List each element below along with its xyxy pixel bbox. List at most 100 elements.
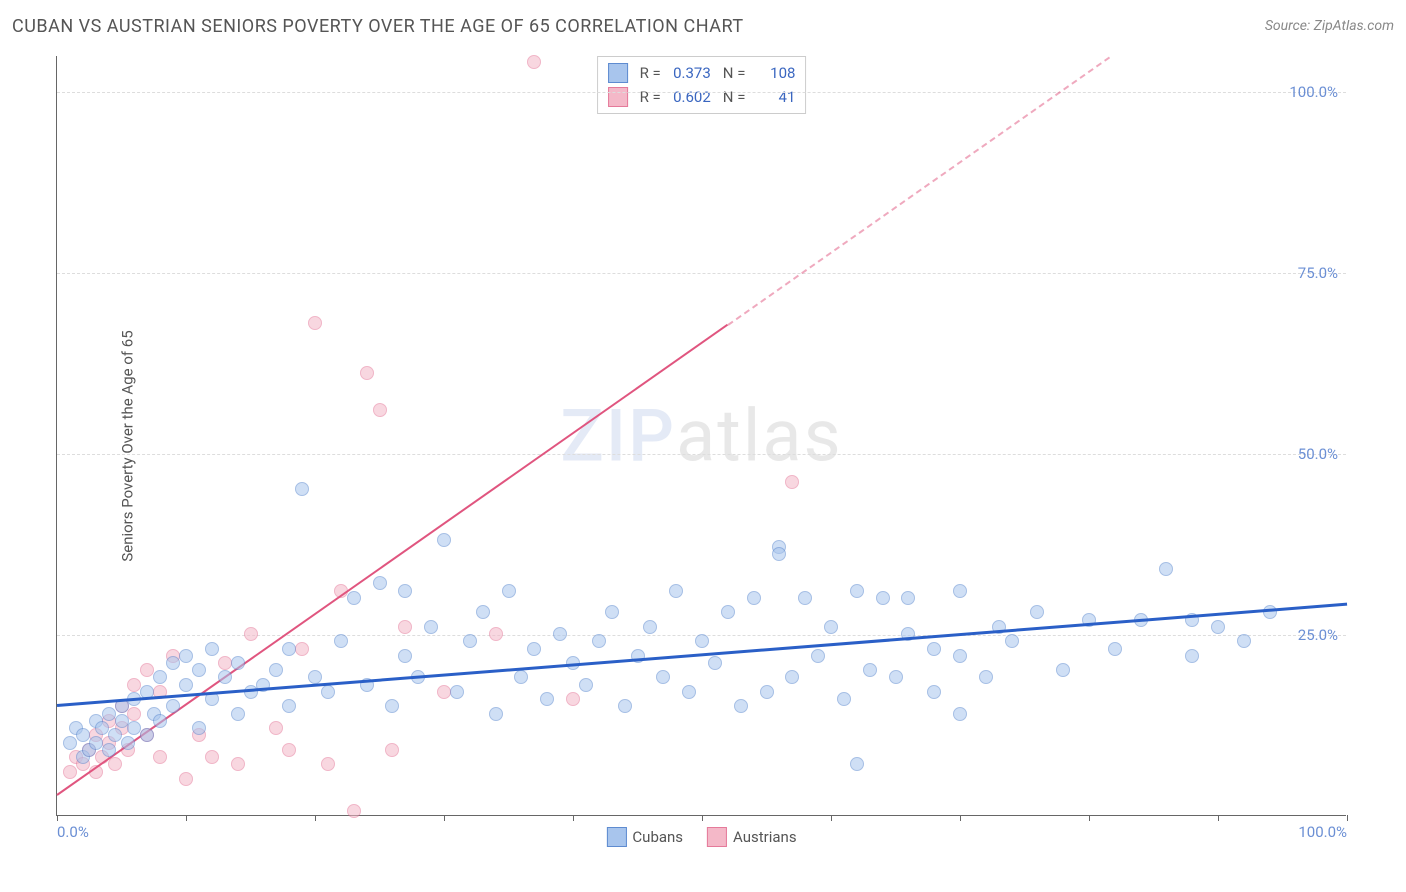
swatch-austrians: [608, 87, 628, 107]
scatter-point-cubans: [850, 584, 864, 598]
scatter-point-cubans: [514, 670, 528, 684]
scatter-point-cubans: [695, 634, 709, 648]
scatter-point-cubans: [1159, 562, 1173, 576]
scatter-point-cubans: [102, 743, 116, 757]
scatter-point-cubans: [102, 707, 116, 721]
r-value-cubans: 0.373: [667, 64, 711, 82]
scatter-point-austrians: [308, 316, 322, 330]
y-tick-label: 50.0%: [1298, 445, 1338, 463]
scatter-point-cubans: [708, 656, 722, 670]
scatter-point-austrians: [218, 656, 232, 670]
scatter-point-cubans: [656, 670, 670, 684]
scatter-point-cubans: [476, 605, 490, 619]
legend-item-cubans: Cubans: [606, 827, 683, 847]
scatter-point-cubans: [76, 728, 90, 742]
scatter-point-cubans: [811, 649, 825, 663]
scatter-point-cubans: [747, 591, 761, 605]
scatter-point-cubans: [669, 584, 683, 598]
scatter-point-cubans: [901, 591, 915, 605]
scatter-point-cubans: [95, 721, 109, 735]
stats-row-austrians: R = 0.602 N = 41: [608, 85, 796, 109]
trendline-cubans: [57, 602, 1347, 706]
scatter-point-cubans: [553, 627, 567, 641]
n-label: N =: [723, 64, 746, 82]
scatter-point-cubans: [231, 707, 245, 721]
scatter-point-austrians: [398, 620, 412, 634]
source-attribution: Source: ZipAtlas.com: [1265, 18, 1394, 34]
scatter-point-cubans: [579, 678, 593, 692]
scatter-point-austrians: [385, 743, 399, 757]
scatter-point-cubans: [1005, 634, 1019, 648]
y-tick-label: 100.0%: [1289, 83, 1338, 101]
scatter-point-austrians: [347, 804, 361, 818]
gridline-h: [57, 454, 1346, 455]
scatter-point-cubans: [244, 685, 258, 699]
scatter-point-cubans: [734, 699, 748, 713]
scatter-point-cubans: [772, 547, 786, 561]
scatter-point-cubans: [192, 663, 206, 677]
scatter-point-cubans: [837, 692, 851, 706]
scatter-point-cubans: [953, 707, 967, 721]
scatter-point-cubans: [927, 685, 941, 699]
x-tick: [186, 815, 187, 821]
plot-area: ZIPatlas R = 0.373 N = 108 R = 0.602 N =…: [56, 56, 1346, 816]
scatter-point-cubans: [450, 685, 464, 699]
scatter-point-cubans: [127, 721, 141, 735]
scatter-point-austrians: [205, 750, 219, 764]
scatter-point-austrians: [527, 55, 541, 69]
scatter-point-cubans: [850, 757, 864, 771]
scatter-point-cubans: [785, 670, 799, 684]
scatter-point-austrians: [127, 678, 141, 692]
scatter-point-cubans: [179, 649, 193, 663]
scatter-point-cubans: [953, 649, 967, 663]
scatter-point-cubans: [166, 699, 180, 713]
scatter-point-austrians: [295, 642, 309, 656]
scatter-point-cubans: [721, 605, 735, 619]
r-value-austrians: 0.602: [667, 88, 711, 106]
scatter-point-cubans: [824, 620, 838, 634]
scatter-point-cubans: [889, 670, 903, 684]
x-tick: [1347, 815, 1348, 821]
legend-label-austrians: Austrians: [733, 828, 797, 846]
scatter-point-cubans: [108, 728, 122, 742]
n-value-cubans: 108: [751, 64, 795, 82]
n-value-austrians: 41: [751, 88, 795, 106]
scatter-point-austrians: [127, 707, 141, 721]
scatter-point-cubans: [115, 714, 129, 728]
scatter-point-austrians: [373, 403, 387, 417]
scatter-point-cubans: [398, 584, 412, 598]
x-tick: [960, 815, 961, 821]
scatter-point-austrians: [108, 757, 122, 771]
scatter-point-cubans: [218, 670, 232, 684]
scatter-point-cubans: [876, 591, 890, 605]
x-tick-label: 0.0%: [57, 823, 89, 841]
scatter-point-cubans: [205, 642, 219, 656]
scatter-point-austrians: [785, 475, 799, 489]
legend-swatch-austrians: [707, 827, 727, 847]
r-label: R =: [640, 64, 661, 82]
scatter-point-cubans: [979, 670, 993, 684]
x-tick-label: 100.0%: [1298, 823, 1347, 841]
r-label: R =: [640, 88, 661, 106]
chart-container: CUBAN VS AUSTRIAN SENIORS POVERTY OVER T…: [0, 0, 1406, 892]
n-label: N =: [723, 88, 746, 106]
scatter-point-cubans: [1108, 642, 1122, 656]
scatter-point-cubans: [295, 482, 309, 496]
swatch-cubans: [608, 63, 628, 83]
scatter-point-cubans: [347, 591, 361, 605]
scatter-point-cubans: [527, 642, 541, 656]
scatter-point-cubans: [282, 642, 296, 656]
x-tick: [444, 815, 445, 821]
watermark-zip: ZIP: [560, 393, 676, 478]
scatter-point-cubans: [927, 642, 941, 656]
scatter-point-cubans: [282, 699, 296, 713]
scatter-point-austrians: [360, 366, 374, 380]
legend-swatch-cubans: [606, 827, 626, 847]
x-tick: [702, 815, 703, 821]
scatter-point-austrians: [153, 750, 167, 764]
scatter-point-cubans: [605, 605, 619, 619]
scatter-point-cubans: [231, 656, 245, 670]
scatter-point-austrians: [140, 663, 154, 677]
scatter-point-cubans: [153, 714, 167, 728]
scatter-point-cubans: [192, 721, 206, 735]
